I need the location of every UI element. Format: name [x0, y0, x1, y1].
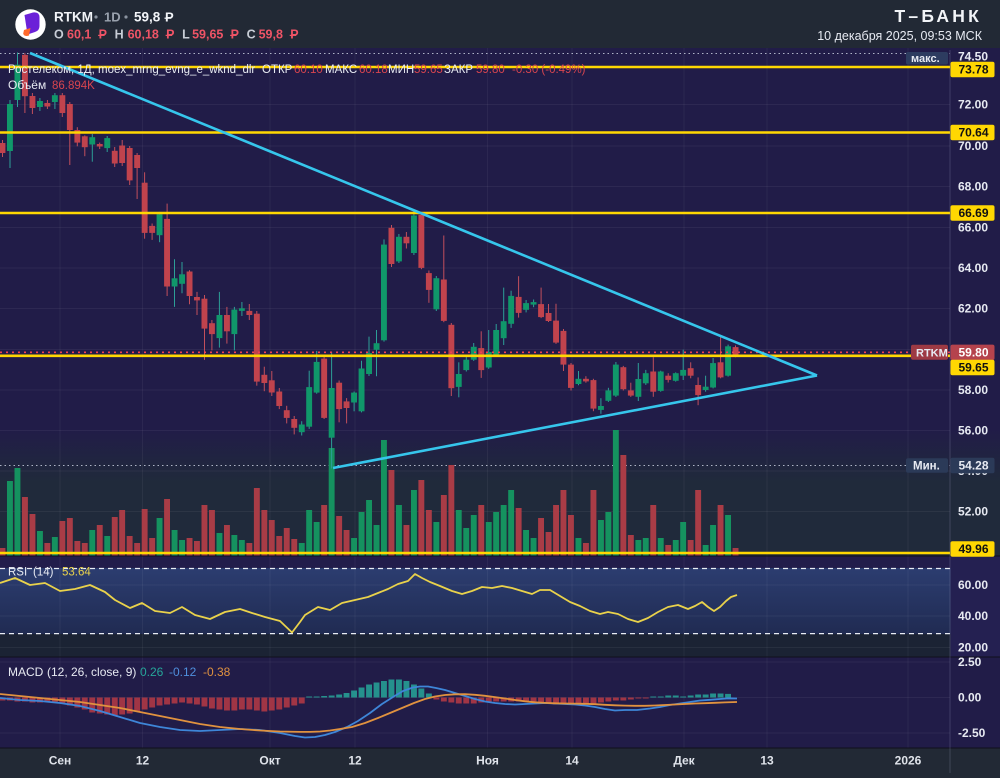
- svg-text:ОТКР: ОТКР: [262, 64, 293, 76]
- svg-text:62.00: 62.00: [958, 302, 988, 316]
- svg-text:МИН: МИН: [388, 64, 414, 76]
- svg-text:59.65: 59.65: [414, 64, 443, 76]
- svg-text:1D: 1D: [104, 10, 121, 25]
- svg-text:74.50: 74.50: [958, 50, 988, 64]
- svg-text:53.64: 53.64: [62, 567, 91, 579]
- svg-text:59.65: 59.65: [959, 361, 989, 375]
- svg-text:2026: 2026: [895, 754, 922, 768]
- svg-text:Р: Р: [166, 28, 174, 42]
- svg-text:66.69: 66.69: [959, 206, 989, 220]
- svg-text:0.26: 0.26: [140, 665, 164, 679]
- svg-text:66.00: 66.00: [958, 221, 988, 235]
- svg-text:73.78: 73.78: [959, 63, 989, 77]
- svg-text:-0.12: -0.12: [169, 665, 197, 679]
- svg-text:2.50: 2.50: [958, 655, 982, 669]
- svg-text:Р: Р: [99, 28, 107, 42]
- svg-text:макс.: макс.: [911, 53, 940, 65]
- svg-text:60.00: 60.00: [958, 578, 988, 592]
- svg-text:58.00: 58.00: [958, 383, 988, 397]
- svg-text:49.96: 49.96: [959, 542, 989, 556]
- svg-text:59.80: 59.80: [959, 346, 989, 360]
- svg-text:-0.30 (-0.49%): -0.30 (-0.49%): [512, 64, 586, 76]
- svg-text:(12, 26, close, 9): (12, 26, close, 9): [47, 665, 136, 679]
- svg-text:-2.50: -2.50: [958, 726, 986, 740]
- svg-text:54.28: 54.28: [959, 459, 989, 473]
- svg-text:64.00: 64.00: [958, 261, 988, 275]
- svg-text:59.80: 59.80: [476, 64, 505, 76]
- svg-text:С: С: [247, 28, 256, 42]
- svg-text:RTKM: RTKM: [54, 10, 93, 25]
- svg-text:Ноя: Ноя: [476, 754, 499, 768]
- svg-text:Дек: Дек: [673, 754, 695, 768]
- svg-text:Сен: Сен: [49, 754, 72, 768]
- svg-text:86.894K: 86.894K: [52, 80, 95, 92]
- svg-text:Окт: Окт: [259, 754, 280, 768]
- svg-text:70.00: 70.00: [958, 139, 988, 153]
- svg-text:10 декабря 2025, 09:53 МСК: 10 декабря 2025, 09:53 МСК: [817, 29, 982, 43]
- svg-text:MACD: MACD: [8, 665, 44, 679]
- svg-text:О: О: [54, 28, 64, 42]
- svg-text:14: 14: [565, 754, 579, 768]
- svg-text:ЗАКР: ЗАКР: [444, 64, 473, 76]
- svg-text:60,18: 60,18: [128, 28, 159, 42]
- svg-text:RSI: RSI: [8, 567, 27, 579]
- svg-text:60,1: 60,1: [67, 28, 91, 42]
- svg-text:Ростелеком, 1Д, moex_mrng_evng: Ростелеком, 1Д, moex_mrng_evng_e_wknd_dl…: [8, 64, 255, 76]
- svg-text:40.00: 40.00: [958, 609, 988, 623]
- svg-text:(14): (14): [33, 567, 54, 579]
- svg-text:Мин.: Мин.: [913, 461, 940, 473]
- svg-text:60.10: 60.10: [294, 64, 323, 76]
- svg-text:-0.38: -0.38: [203, 665, 231, 679]
- svg-text:13: 13: [760, 754, 774, 768]
- svg-text:59,8: 59,8: [134, 10, 161, 25]
- svg-text:70.64: 70.64: [959, 126, 989, 140]
- svg-text:Н: Н: [115, 28, 124, 42]
- svg-text:68.00: 68.00: [958, 180, 988, 194]
- svg-text:Р: Р: [165, 10, 174, 25]
- svg-text:12: 12: [136, 754, 150, 768]
- svg-text:59,8: 59,8: [259, 28, 283, 42]
- svg-text:60.18: 60.18: [359, 64, 388, 76]
- svg-text:59,65: 59,65: [192, 28, 223, 42]
- svg-text:Р: Р: [290, 28, 298, 42]
- svg-text:52.00: 52.00: [958, 505, 988, 519]
- svg-text:20.00: 20.00: [958, 641, 988, 655]
- svg-text:0.00: 0.00: [958, 691, 982, 705]
- svg-text:72.00: 72.00: [958, 98, 988, 112]
- svg-text:Р: Р: [231, 28, 239, 42]
- svg-text:L: L: [182, 28, 190, 42]
- svg-text:МАКС: МАКС: [325, 64, 357, 76]
- svg-text:RTKM: RTKM: [916, 347, 948, 359]
- svg-text:Объём: Объём: [8, 78, 46, 92]
- svg-text:56.00: 56.00: [958, 424, 988, 438]
- svg-text:Т–БАНК: Т–БАНК: [895, 6, 983, 26]
- svg-text:12: 12: [348, 754, 362, 768]
